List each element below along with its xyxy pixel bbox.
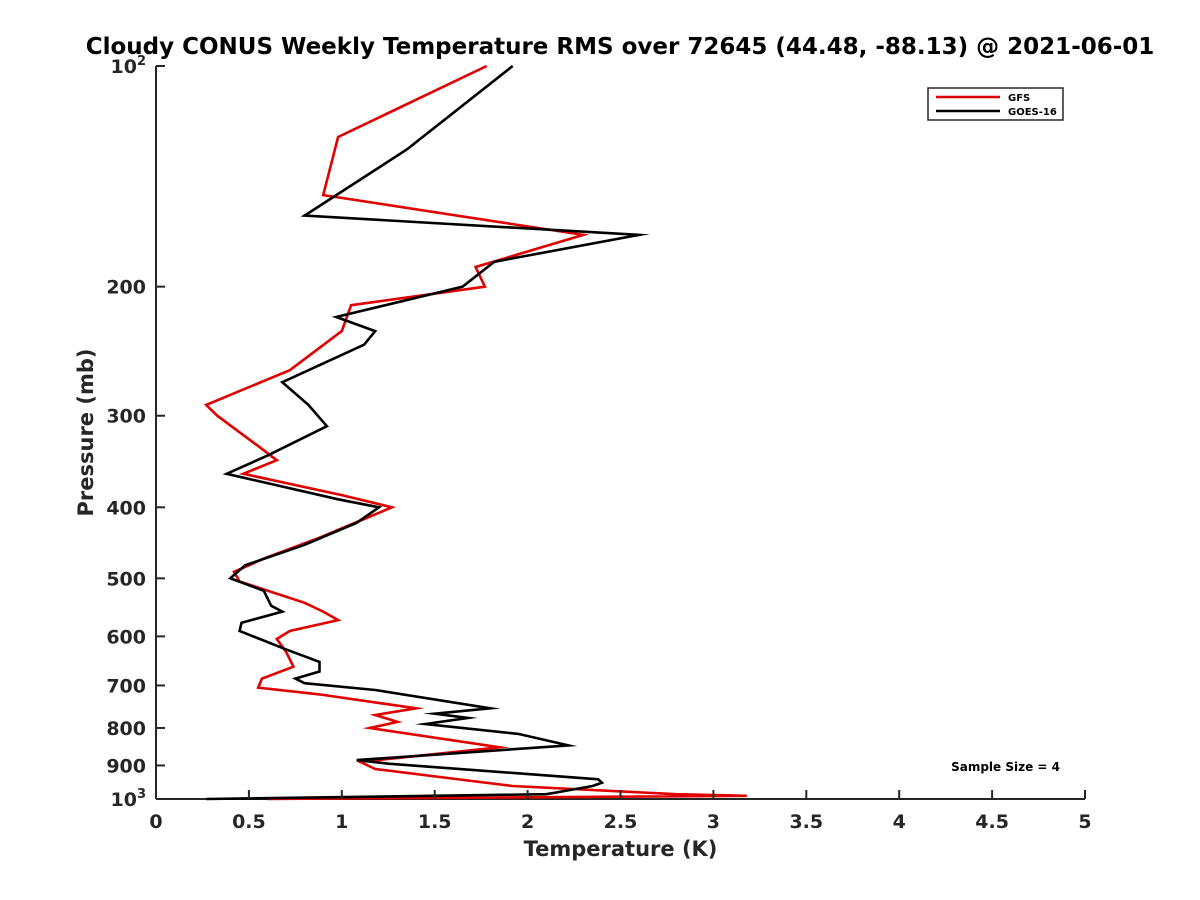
x-tick-label: 4 (893, 811, 906, 833)
legend-label: GOES-16 (1008, 107, 1057, 118)
y-tick-label: 102 (111, 54, 147, 78)
chart-title: Cloudy CONUS Weekly Temperature RMS over… (86, 34, 1155, 60)
y-tick-label: 103 (111, 787, 147, 811)
y-tick-label: 200 (106, 277, 146, 299)
legend-label: GFS (1008, 93, 1030, 104)
legend: GFS GOES-16 (927, 87, 1064, 121)
x-tick-label: 3.5 (789, 811, 823, 833)
series-line-goes-16 (206, 64, 650, 801)
y-tick-label: 500 (106, 568, 146, 590)
x-tick-label: 4.5 (975, 811, 1009, 833)
x-tick-label: 5 (1078, 811, 1091, 833)
x-tick-label: 2.5 (604, 811, 638, 833)
x-tick-label: 3 (707, 811, 720, 833)
series-layer (203, 64, 747, 801)
y-tick-label: 600 (106, 626, 146, 648)
series-line-gfs (203, 64, 747, 801)
y-tick-label: 400 (106, 497, 146, 519)
x-axis-label: Temperature (K) (524, 837, 718, 861)
x-tick-label: 1.5 (418, 811, 452, 833)
plot-frame (155, 66, 1085, 800)
x-tick-label: 0 (149, 811, 162, 833)
x-tick-label: 2 (521, 811, 534, 833)
y-tick-label: 700 (106, 675, 146, 697)
x-axis: 0 0.5 1 1.5 2 2.5 3 3.5 4 4.5 5 (149, 790, 1092, 833)
y-tick-label: 800 (106, 718, 146, 740)
sample-size-annotation: Sample Size = 4 (951, 760, 1060, 774)
y-tick-label: 300 (106, 406, 146, 428)
legend-box (927, 87, 1064, 121)
y-tick-label: 900 (106, 755, 146, 777)
x-tick-label: 0.5 (232, 811, 266, 833)
x-tick-label: 1 (335, 811, 348, 833)
y-axis-label: Pressure (mb) (74, 349, 98, 517)
y-axis: 102 200 300 400 500 600 700 800 900 103 (106, 54, 165, 811)
